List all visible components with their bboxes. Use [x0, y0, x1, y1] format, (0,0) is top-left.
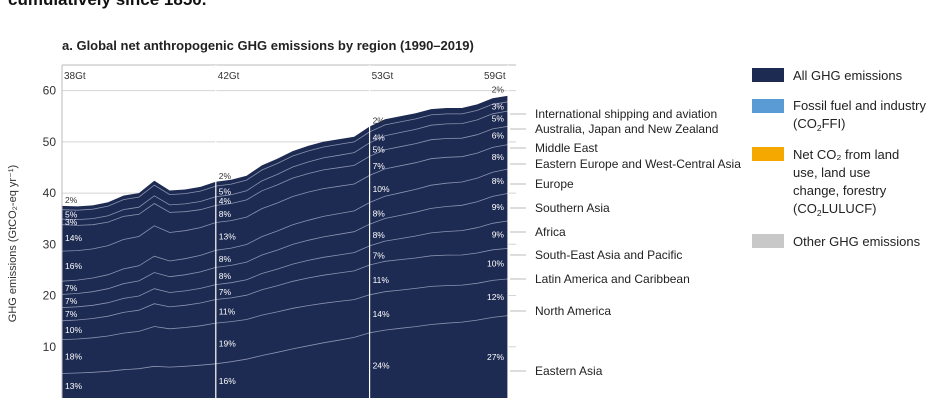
share-label: 12% [487, 292, 504, 302]
share-label: 2% [492, 85, 505, 95]
share-label: 5% [492, 114, 505, 124]
share-label: 8% [219, 254, 232, 264]
share-label: 19% [219, 338, 236, 348]
share-label: 7% [65, 309, 78, 319]
share-label: 14% [65, 233, 82, 243]
share-label: 7% [65, 296, 78, 306]
share-label: 18% [65, 352, 82, 362]
share-label: 5% [65, 209, 78, 219]
share-label: 8% [492, 176, 505, 186]
share-label: 5% [373, 145, 386, 155]
legend-label-lulucf-line: Net CO₂ from land [793, 147, 899, 162]
share-label: 11% [373, 275, 390, 285]
y-axis-label: GHG emissions (GtCO₂-eq yr⁻¹) [7, 165, 19, 322]
share-label: 8% [373, 230, 386, 240]
share-label: 3% [65, 217, 78, 227]
region-boundary-north-america [61, 278, 509, 340]
share-label: 24% [373, 360, 390, 370]
legend-swatch [752, 68, 784, 82]
region-label-europe: Europe [535, 177, 574, 191]
share-label: 8% [373, 208, 386, 218]
region-label-eastern-europe-and-west-central-asia: Eastern Europe and West-Central Asia [535, 157, 741, 171]
share-label: 13% [219, 231, 236, 241]
year-total-label: 59Gt [484, 71, 506, 82]
share-label: 16% [65, 261, 82, 271]
region-label-eastern-asia: Eastern Asia [535, 364, 603, 378]
share-label: 7% [373, 161, 386, 171]
legend-label-lulucf-line: change, forestry [793, 183, 887, 198]
y-tick-label: 10 [43, 340, 57, 354]
legend-label-ffi-code: (CO2FFI) [793, 116, 845, 133]
share-label: 7% [65, 283, 78, 293]
share-label: 9% [492, 202, 505, 212]
share-label: 8% [219, 209, 232, 219]
share-label: 10% [65, 325, 82, 335]
share-label: 2% [373, 116, 386, 126]
share-label: 6% [492, 130, 505, 140]
region-label-latin-america-and-caribbean: Latin America and Caribbean [535, 272, 690, 286]
region-boundary-middle-east [61, 110, 509, 221]
legend-swatch [752, 234, 784, 248]
share-label: 27% [487, 352, 504, 362]
region-boundary-south-east-asia-and-pacific [61, 220, 509, 308]
y-tick-label: 50 [43, 135, 57, 149]
region-boundary-africa [61, 193, 509, 295]
share-label: 4% [373, 132, 386, 142]
region-boundary-europe [61, 144, 509, 252]
y-tick-label: 20 [43, 289, 57, 303]
year-total-label: 42Gt [218, 71, 240, 82]
region-label-australia-japan-and-new-zealand: Australia, Japan and New Zealand [535, 122, 718, 136]
share-label: 13% [65, 381, 82, 391]
legend-swatch [752, 99, 784, 113]
region-label-southern-asia: Southern Asia [535, 201, 610, 215]
legend-label-all-ghg: All GHG emissions [793, 68, 903, 83]
region-boundary-latin-america-and-caribbean [61, 248, 509, 322]
region-label-middle-east: Middle East [535, 141, 598, 155]
region-label-africa: Africa [535, 225, 566, 239]
share-label: 5% [219, 186, 232, 196]
region-label-south-east-asia-and-pacific: South-East Asia and Pacific [535, 248, 682, 262]
share-label: 8% [492, 152, 505, 162]
share-label: 11% [219, 306, 236, 316]
share-label: 3% [492, 101, 505, 111]
legend-swatch [752, 147, 784, 161]
share-label: 16% [219, 376, 236, 386]
region-label-north-america: North America [535, 304, 611, 318]
y-tick-label: 40 [43, 186, 57, 200]
y-tick-label: 60 [43, 84, 57, 98]
share-label: 2% [219, 171, 232, 181]
share-label: 10% [373, 184, 390, 194]
share-label: 7% [373, 251, 386, 261]
legend-label-other-ghg: Other GHG emissions [793, 234, 921, 249]
share-label: 4% [219, 196, 232, 206]
share-label: 10% [487, 259, 504, 269]
y-tick-label: 30 [43, 237, 57, 251]
region-boundary-southern-asia [61, 168, 509, 282]
share-label: 2% [65, 195, 78, 205]
share-label: 9% [492, 230, 505, 240]
legend-label-lulucf-line: use, land use [793, 165, 870, 180]
year-total-label: 38Gt [64, 71, 86, 82]
figure-caption-fragment: cumulatively since 1850. [8, 0, 206, 10]
region-boundary-australia-japan-and-new-zealand [61, 101, 509, 211]
region-boundary-eastern-asia [61, 315, 509, 374]
legend-label-ffi: Fossil fuel and industry [793, 98, 926, 113]
region-boundary-eastern-europe-and-west-central-asia [61, 125, 509, 226]
year-total-label: 53Gt [372, 71, 394, 82]
chart-title: a. Global net anthropogenic GHG emission… [62, 38, 474, 53]
share-label: 8% [219, 271, 232, 281]
region-label-international-shipping-and-aviation: International shipping and aviation [535, 107, 717, 121]
share-label: 14% [373, 309, 390, 319]
legend-label-lulucf-code: (CO2LULUCF) [793, 201, 876, 218]
share-label: 7% [219, 287, 232, 297]
